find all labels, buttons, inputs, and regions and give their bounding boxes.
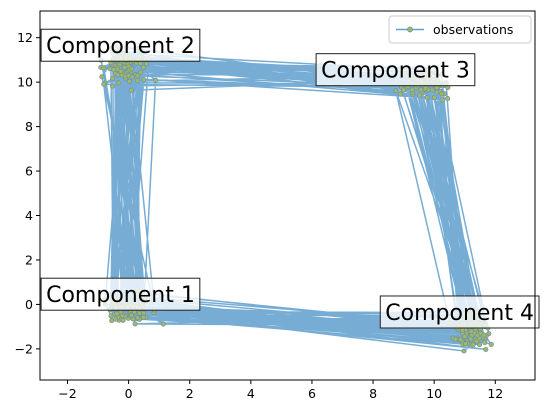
y-tick-label: 10 (17, 75, 33, 90)
observation-point (109, 83, 116, 89)
observation-point (463, 341, 469, 347)
observation-point (112, 316, 119, 322)
observation-point (393, 88, 399, 94)
observation-point (482, 340, 488, 346)
component-label-box (40, 277, 201, 311)
observation-point (476, 342, 483, 348)
legend-entry-observations: observations (433, 22, 513, 37)
observation-point (129, 74, 135, 80)
x-tick-label: 0 (125, 386, 133, 401)
component-label-1: Component 1 (40, 277, 201, 311)
observation-point (143, 61, 149, 67)
observation-point (126, 78, 133, 84)
observation-point (135, 73, 141, 79)
observation-point (132, 321, 138, 327)
axes-frame (39, 10, 536, 381)
component-label-box (40, 28, 201, 62)
observation-point (461, 348, 467, 354)
observation-point (128, 87, 134, 93)
observation-point (417, 92, 423, 98)
observation-point (418, 87, 424, 93)
component-label-2: Component 2 (40, 28, 201, 62)
observation-point (138, 69, 144, 75)
component-label-text: Component 3 (321, 59, 470, 84)
x-tick-label: 4 (247, 386, 255, 401)
observation-point (160, 321, 166, 327)
observation-point (423, 85, 429, 91)
observation-point (459, 327, 466, 333)
y-tick-label: 8 (25, 119, 33, 134)
observation-point (474, 338, 480, 344)
observation-point (141, 77, 147, 83)
y-tick-label: 0 (25, 297, 33, 312)
observation-point (452, 336, 459, 342)
observation-point (128, 312, 135, 318)
y-axis-ticks: −2 0 2 4 6 8 10 12 (15, 30, 40, 356)
observation-point (483, 346, 489, 352)
component-annotations: Component 1 Component 2 Component 3 Compone… (40, 28, 540, 329)
y-tick-label: 6 (25, 164, 33, 179)
component-label-4: Component 4 (379, 295, 540, 329)
observation-point (120, 317, 126, 323)
legend: observations (388, 15, 532, 44)
observation-point (134, 77, 140, 84)
component-label-text: Component 1 (46, 283, 195, 308)
observation-point (468, 328, 474, 334)
y-tick-label: 4 (25, 208, 33, 223)
observation-point (99, 74, 105, 80)
x-tick-label: 8 (369, 386, 377, 401)
observation-point (398, 91, 404, 97)
observation-point (470, 342, 476, 348)
component-label-box (315, 53, 476, 87)
x-tick-label: 6 (308, 386, 316, 401)
observation-point (458, 336, 464, 343)
observation-point (115, 72, 121, 78)
observation-point (439, 91, 445, 97)
observation-point (129, 66, 135, 72)
observation-point (153, 77, 159, 83)
component-label-box (379, 295, 540, 329)
observation-point (135, 315, 141, 321)
observation-point (468, 336, 474, 342)
observation-point (409, 87, 415, 93)
y-tick-label: 2 (25, 252, 33, 267)
observation-point (462, 333, 468, 339)
observation-point (445, 96, 451, 102)
observation-point (119, 313, 125, 319)
observation-point (140, 64, 147, 70)
legend-marker-sample (407, 26, 413, 33)
observation-point (108, 313, 114, 319)
observation-point (136, 310, 143, 316)
component-label-text: Component 2 (46, 34, 195, 59)
x-tick-label: 2 (186, 386, 194, 401)
observation-point (431, 95, 437, 101)
component-label-text: Component 4 (385, 301, 534, 326)
observation-point (439, 97, 445, 103)
observation-point (138, 60, 144, 66)
y-tick-label: 12 (17, 30, 33, 45)
x-tick-label: 10 (426, 386, 442, 401)
observation-point (116, 80, 122, 86)
observation-point (114, 310, 120, 317)
observation-point (122, 64, 128, 71)
observation-point (111, 67, 117, 73)
component-label-3: Component 3 (315, 53, 476, 87)
observation-point (474, 332, 480, 338)
y-tick-label: −2 (15, 341, 33, 356)
observation-point (488, 341, 494, 347)
observation-point (401, 87, 407, 93)
observation-point (424, 95, 430, 101)
observation-point (140, 314, 146, 320)
observation-point (118, 68, 124, 74)
observation-point (101, 81, 107, 87)
observation-point (481, 332, 487, 338)
x-axis-ticks: −2 0 2 4 6 8 10 12 (58, 380, 503, 401)
observation-point (101, 65, 107, 71)
observation-point (110, 75, 116, 81)
legend-box (388, 15, 532, 44)
x-tick-label: −2 (58, 386, 76, 401)
x-tick-label: 12 (487, 386, 503, 401)
